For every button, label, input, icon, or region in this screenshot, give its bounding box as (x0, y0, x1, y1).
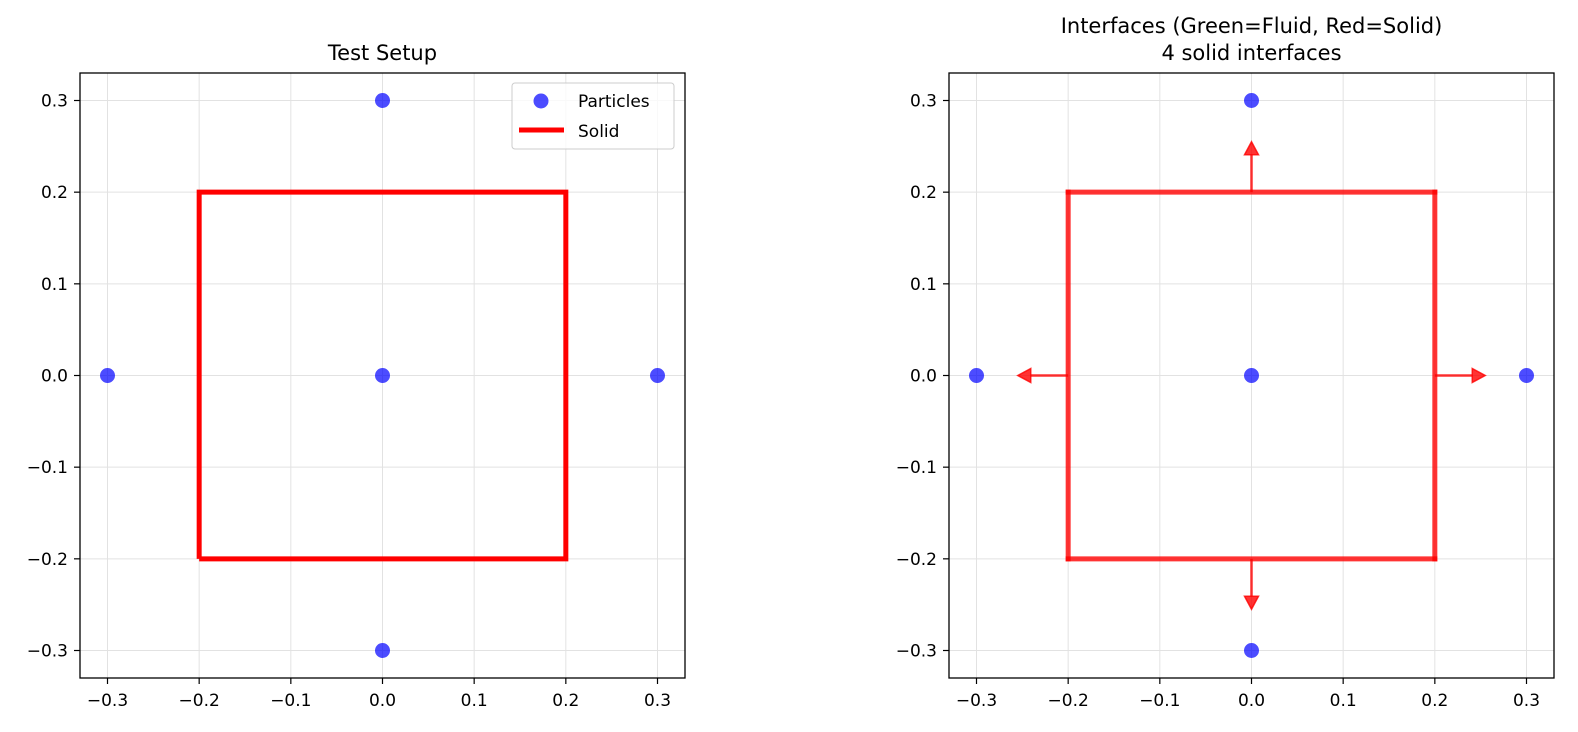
interfaces-subtitle: 4 solid interfaces (1161, 41, 1341, 65)
legend-solid-label: Solid (578, 122, 619, 142)
particle-point (375, 368, 390, 383)
solid-boundary-line (196, 189, 569, 562)
interface-normal-arrowhead (1471, 367, 1487, 384)
particle-point (375, 643, 390, 658)
interfaces-y-tick-label: −0.2 (896, 550, 937, 570)
particle-point (650, 368, 665, 383)
legend-particles-marker (533, 93, 549, 109)
particle-point (375, 93, 390, 108)
interfaces-y-tick-label: 0.1 (910, 275, 937, 295)
test-setup-y-tick-label: 0.3 (41, 92, 68, 112)
interfaces-x-tick-label: 0.1 (1330, 691, 1357, 711)
test-setup-x-tick-label: 0.1 (461, 691, 488, 711)
particle-point (1244, 368, 1259, 383)
test-setup-x-tick-label: −0.3 (87, 691, 128, 711)
particle-point (100, 368, 115, 383)
interfaces-y-tick-label: 0.0 (910, 367, 937, 387)
interfaces-x-tick-label: −0.3 (956, 691, 997, 711)
interfaces-x-tick-label: −0.1 (1139, 691, 1180, 711)
legend-particles-label: Particles (578, 92, 650, 112)
test-setup-y-tick-label: −0.2 (27, 550, 68, 570)
interface-normal-arrowhead (1016, 367, 1032, 384)
interfaces-y-tick-label: −0.1 (896, 458, 937, 478)
test-setup-y-tick-label: 0.0 (41, 367, 68, 387)
test-setup-y-tick-label: −0.1 (27, 458, 68, 478)
interfaces-x-tick-label: 0.0 (1238, 691, 1265, 711)
test-setup-y-tick-label: −0.3 (27, 642, 68, 662)
interfaces-y-tick-label: 0.3 (910, 92, 937, 112)
interfaces-x-tick-label: 0.2 (1421, 691, 1448, 711)
interface-normal-arrowhead (1243, 595, 1260, 611)
interfaces-panel: −0.3 −0.2 −0.1 0.0 0.1 0.2 0.3 −0.3 −0.2 −0.1 0.0 0… (896, 14, 1555, 711)
test-setup-x-tick-label: 0.0 (369, 691, 396, 711)
test-setup-y-tick-label: 0.1 (41, 275, 68, 295)
test-setup-x-tick-label: −0.1 (270, 691, 311, 711)
test-setup-panel: −0.3 −0.2 −0.1 0.0 0.1 0.2 0.3 −0.3 −0.2 −0.1 0.0 0… (27, 41, 686, 711)
particle-point (1244, 93, 1259, 108)
interfaces-title: Interfaces (Green=Fluid, Red=Solid) (1061, 14, 1443, 38)
interfaces-y-tick-label: 0.2 (910, 183, 937, 203)
particle-point (969, 368, 984, 383)
test-setup-x-tick-label: −0.2 (179, 691, 220, 711)
test-setup-x-tick-label: 0.2 (552, 691, 579, 711)
test-setup-y-tick-label: 0.2 (41, 183, 68, 203)
interfaces-x-tick-label: 0.3 (1513, 691, 1540, 711)
particle-point (1244, 643, 1259, 658)
interfaces-y-tick-label: −0.3 (896, 642, 937, 662)
test-setup-title: Test Setup (327, 41, 437, 65)
interfaces-x-tick-label: −0.2 (1048, 691, 1089, 711)
particle-point (1519, 368, 1534, 383)
legend: Particles Solid (511, 82, 675, 150)
test-setup-x-tick-label: 0.3 (644, 691, 671, 711)
interface-normal-arrowhead (1243, 140, 1260, 156)
